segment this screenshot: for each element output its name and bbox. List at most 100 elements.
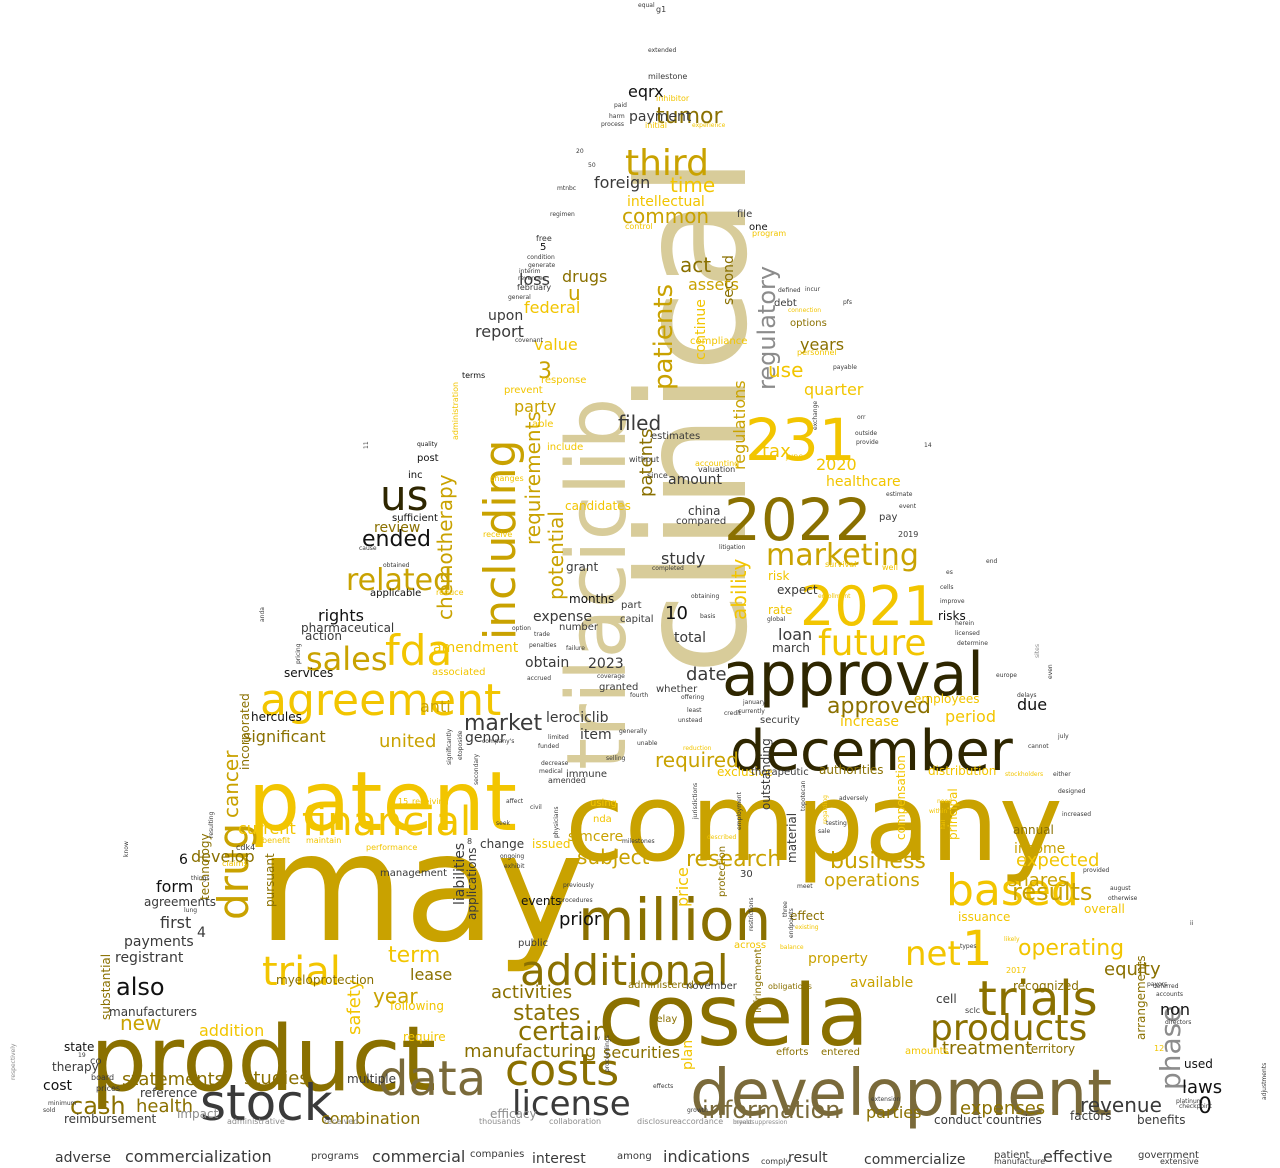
word-compliance: compliance (690, 336, 747, 347)
word-benefit: benefit (262, 836, 290, 845)
word-activities: activities (491, 982, 572, 1003)
word-agreements: agreements (144, 895, 216, 909)
word-marketing: marketing (766, 538, 919, 573)
word-pursuant: pursuant (263, 853, 277, 907)
word-outstanding: outstanding (759, 738, 773, 810)
word-november: november (686, 981, 738, 992)
word-granted: granted (599, 682, 638, 693)
word-provided: provided (1083, 867, 1110, 874)
word-required: required (655, 748, 739, 772)
word-cause: cause (359, 545, 377, 552)
word-therapy: therapy (52, 1060, 99, 1074)
word-issued: issued (532, 837, 570, 851)
word-interim: interim (519, 268, 541, 275)
word-services: services (284, 666, 333, 680)
word-change: change (480, 837, 524, 851)
word-license: license (512, 1084, 631, 1124)
word-tax: tax (762, 441, 791, 462)
word-united: united (379, 731, 436, 752)
word-existing: existing (795, 924, 819, 931)
word-obtaining: obtaining (691, 593, 719, 600)
word-limited: limited (548, 734, 569, 741)
word-within: within (929, 808, 947, 815)
word-january: january (742, 699, 766, 706)
word-accounts: accounts (1156, 991, 1183, 998)
word-amended: amended (548, 776, 586, 785)
word-filed: filed (618, 411, 661, 435)
word-approved: approved (827, 694, 931, 719)
word-due: due (1017, 695, 1047, 714)
word-need: need (937, 798, 952, 805)
word-genor: genor (465, 730, 506, 746)
word-sales: sales (306, 640, 388, 678)
word-including: including (475, 440, 526, 640)
word-immune: immune (566, 769, 607, 780)
word-adversely: adversely (839, 795, 869, 802)
word-safety: safety (344, 979, 365, 1035)
word-total: total (674, 630, 706, 646)
word-harm: harm (609, 113, 625, 120)
word-3: 3 (538, 359, 552, 384)
word-sites: sites (1034, 644, 1041, 658)
word-also: also (116, 973, 165, 1001)
word-additional: additional (520, 946, 729, 995)
word-enrollment: enrollment (818, 593, 851, 600)
word-security: security (760, 715, 800, 726)
word-march: march (772, 641, 810, 655)
word-agreement: agreement (260, 675, 501, 726)
word-recognized: recognized (1013, 979, 1079, 993)
word-results: results (1012, 878, 1092, 906)
word-product: product (90, 1007, 436, 1112)
word-current: current (238, 819, 296, 838)
word-exhibit: exhibit (504, 863, 525, 870)
word-report: report (475, 322, 524, 341)
word-statements: statements (122, 1069, 224, 1090)
word-received: received (324, 1117, 358, 1126)
word-us: us (380, 471, 429, 520)
word-2017: 2017 (1006, 966, 1026, 975)
word-herein: herein (955, 620, 974, 627)
word-exclusive: exclusive (717, 765, 773, 779)
word-income: income (1014, 841, 1065, 857)
word-accrued: accrued (527, 675, 551, 682)
word-without: without (629, 455, 659, 464)
word-among: among (617, 1151, 652, 1162)
word-government: government (1138, 1150, 1199, 1161)
word-form: form (156, 877, 193, 896)
word-delays: delays (1017, 692, 1037, 699)
word-co: co (90, 1056, 102, 1067)
word-accounting: accounting (695, 459, 739, 468)
word-delay: delay (650, 1014, 677, 1025)
word-cdk4: cdk4 (236, 843, 255, 852)
word-july: july (1057, 733, 1069, 740)
word-licensed: licensed (955, 630, 980, 637)
word-procedures: procedures (559, 897, 593, 904)
word-regarding: regarding (822, 795, 829, 824)
word-well: well (882, 563, 898, 572)
word-manufacturers: manufacturers (109, 1005, 197, 1019)
word-patent: patent (248, 755, 517, 850)
word-least: least (687, 707, 702, 714)
word-federal: federal (524, 298, 580, 317)
word-payment: payment (629, 109, 692, 125)
word-connection: connection (788, 307, 821, 314)
word-determine: determine (957, 640, 988, 647)
word-collaboration: collaboration (549, 1117, 601, 1126)
word-15: 15 (398, 797, 408, 806)
word-inc: inc (408, 470, 423, 481)
word-issuance: issuance (958, 910, 1010, 924)
word-securities: securities (603, 1043, 680, 1062)
word-public: public (518, 938, 548, 949)
word-second: second (721, 255, 737, 305)
word-efficacy: efficacy (490, 1107, 537, 1121)
word-territory: territory (1026, 1042, 1075, 1056)
word-equal: equal (638, 2, 655, 9)
word-resulting: resulting (208, 812, 215, 838)
word-risk: risk (768, 569, 790, 583)
word-ii: ii (1190, 920, 1194, 927)
word-data: data (378, 1051, 486, 1107)
word-endpoints: endpoints (788, 908, 795, 938)
word-amounts: amounts (905, 1046, 949, 1057)
word-condition: condition (527, 254, 555, 261)
word-time: time (670, 173, 715, 197)
